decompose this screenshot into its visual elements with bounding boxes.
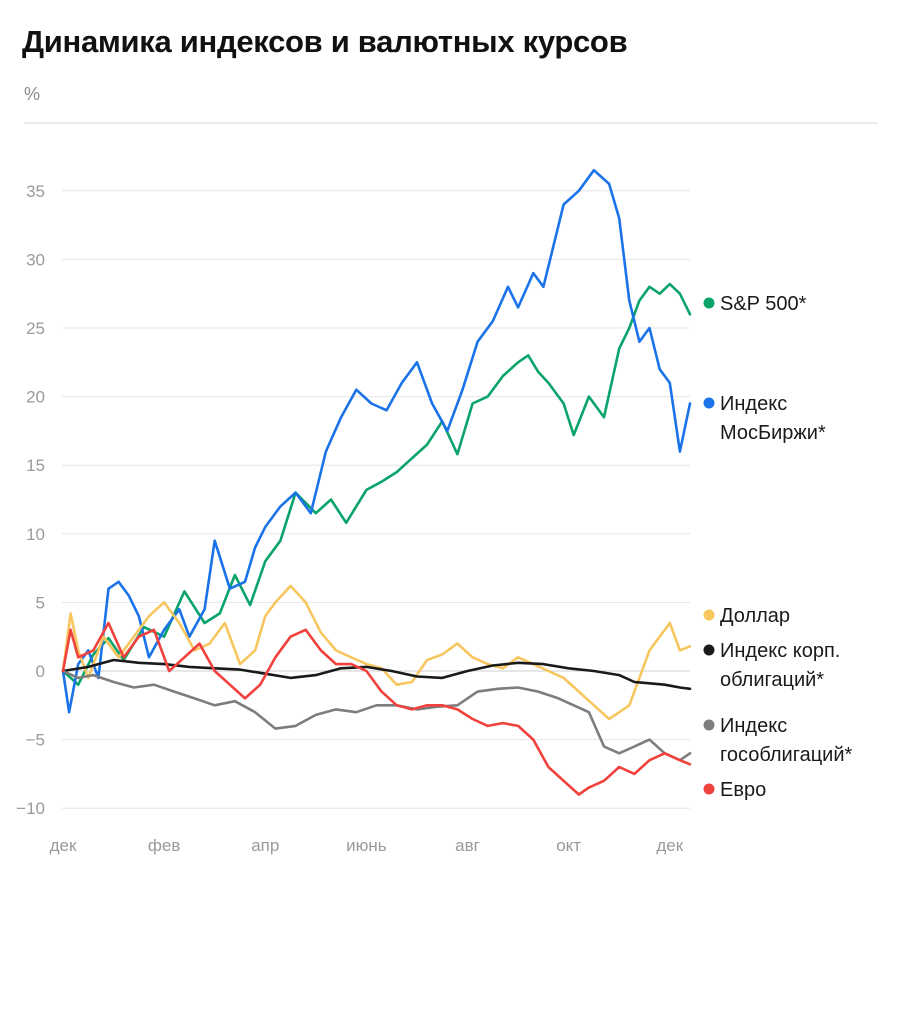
series-line — [61, 584, 692, 721]
x-tick-label: окт — [556, 836, 581, 855]
y-tick-label: 20 — [26, 388, 45, 407]
x-tick-label: дек — [656, 836, 683, 855]
y-tick-label: 10 — [26, 525, 45, 544]
legend-label: Доллар — [720, 605, 790, 627]
grid — [62, 190, 690, 809]
y-axis-unit: % — [24, 84, 41, 104]
x-tick-label: июнь — [346, 836, 387, 855]
y-tick-label: 30 — [26, 250, 45, 269]
legend-item: S&P 500* — [703, 293, 807, 315]
y-axis: 35 30 25 20 15 10 5 0 −5 −10 — [16, 182, 45, 818]
y-tick-label: 5 — [36, 593, 45, 612]
x-tick-label: фев — [148, 836, 180, 855]
x-tick-label: дек — [50, 836, 77, 855]
legend-marker — [703, 783, 715, 795]
legend-marker — [703, 609, 715, 621]
legend-label: Евро — [720, 779, 766, 801]
legend-marker — [703, 644, 715, 656]
series-line — [61, 282, 692, 687]
y-tick-label: 0 — [36, 662, 45, 681]
x-axis: дек фев апр июнь авг окт дек — [50, 836, 684, 855]
legend-item: Индекс гособлигаций* — [703, 715, 853, 766]
legend-label: гособлигаций* — [720, 744, 853, 766]
legend-item: Индекс корп. облигаций* — [703, 640, 840, 691]
y-tick-label: 15 — [26, 456, 45, 475]
legend-label: Индекс — [720, 393, 787, 415]
y-tick-label: −5 — [26, 731, 45, 750]
legend-item: Доллар — [703, 605, 790, 627]
legend-item: Индекс МосБиржи* — [703, 393, 826, 444]
series-line — [61, 621, 692, 796]
legend-marker — [703, 297, 715, 309]
legend-label: МосБиржи* — [720, 422, 826, 444]
legend-label: S&P 500* — [720, 293, 807, 315]
y-tick-label: −10 — [16, 799, 45, 818]
legend-label: Индекс корп. — [720, 640, 840, 662]
y-tick-label: 25 — [26, 319, 45, 338]
legend-label: Индекс — [720, 715, 787, 737]
legend-marker — [703, 397, 715, 409]
x-tick-label: авг — [455, 836, 480, 855]
legend: S&P 500* Индекс МосБиржи* Доллар Индекс корп… — [703, 293, 853, 801]
legend-item: Евро — [703, 779, 766, 801]
legend-label: облигаций* — [720, 669, 824, 691]
legend-marker — [703, 719, 715, 731]
series-lines — [61, 168, 692, 796]
series-line — [61, 168, 692, 714]
y-tick-label: 35 — [26, 182, 45, 201]
x-tick-label: апр — [251, 836, 279, 855]
chart-title: Динамика индексов и валютных курсов — [22, 24, 628, 59]
